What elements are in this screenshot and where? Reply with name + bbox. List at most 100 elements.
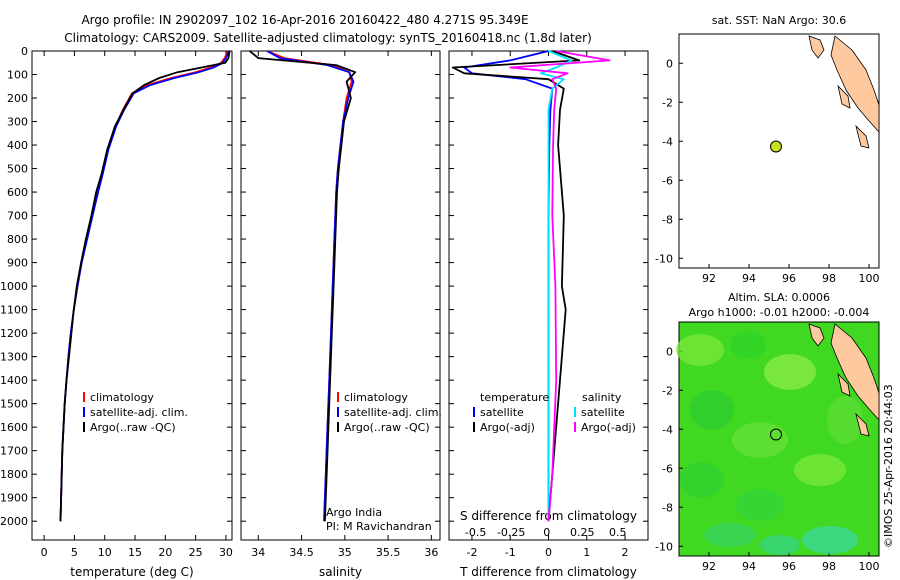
- sst-map-land: [830, 35, 880, 134]
- difference-stick-label: -0.5: [465, 526, 486, 539]
- sst-map-ytick-label: -10: [655, 252, 673, 265]
- difference-xtick-label: -2: [466, 546, 477, 559]
- sst-map-xtick-label: 94: [742, 272, 756, 285]
- sla-map-title-line2: Argo h1000: -0.01 h2000: -0.004: [689, 306, 870, 319]
- temperature-frame: [31, 50, 233, 541]
- temperature-xtick-label: 30: [219, 546, 233, 559]
- temperature-xtick-label: 20: [158, 546, 172, 559]
- temperature-ytick-label: 600: [7, 186, 28, 199]
- salinity-panel: 34 34.5 35 35.5 36 salinity climatology satelli…: [240, 50, 442, 579]
- sst-map-xtick-label: 96: [782, 272, 796, 285]
- float-pi-label: PI: M Ravichandran: [326, 520, 432, 533]
- sla-map-land: [837, 372, 851, 397]
- temperature-xlabel: temperature (deg C): [70, 565, 193, 579]
- difference-xtick-label: -1: [505, 546, 516, 559]
- temperature-ytick-label: 400: [7, 139, 28, 152]
- temperature-ytick-label: 500: [7, 163, 28, 176]
- salinity-xlabel: salinity: [319, 565, 362, 579]
- sla-map-anomaly-patch: [802, 526, 858, 554]
- sst-map-title: sat. SST: NaN Argo: 30.6: [712, 14, 846, 27]
- sst-map-xtick-label: 100: [859, 272, 880, 285]
- temperature-ytick-label: 1300: [0, 351, 28, 364]
- temperature-legend-label: satellite-adj. clim.: [90, 406, 188, 419]
- sla-map-anomaly-patch: [794, 454, 846, 486]
- sla-map-land: [830, 323, 880, 422]
- figure-title-line1: Argo profile: IN 2902097_102 16-Apr-2016…: [81, 13, 528, 27]
- sst-map-ytick-label: -4: [662, 135, 673, 148]
- sla-map-anomaly-patch: [732, 422, 788, 458]
- salinity-legend-label: satellite-adj. clim.: [344, 406, 442, 419]
- sla-map-ytick-label: -2: [662, 384, 673, 397]
- difference-stick-label: 0.5: [609, 526, 627, 539]
- temperature-ytick-label: 1900: [0, 492, 28, 505]
- sla-map-xtick-label: 94: [742, 560, 756, 573]
- temperature-ytick-label: 300: [7, 116, 28, 129]
- difference-legend-label: Argo(-adj): [581, 421, 636, 434]
- difference-xtick-label: 1: [583, 546, 590, 559]
- temperature-panel: 0 5 10 15 20 25 300100200300400500600700800900…: [0, 45, 233, 579]
- figure-title-line2: Climatology: CARS2009. Satellite-adjuste…: [64, 31, 592, 45]
- imos-credit: ©IMOS 25-Apr-2016 20:44:03: [882, 384, 895, 548]
- sst-map-ytick-label: -8: [662, 213, 673, 226]
- sla-map-xtick-label: 96: [782, 560, 796, 573]
- salinity-series-argo-raw-qc-: [249, 50, 357, 522]
- temperature-ytick-label: 800: [7, 233, 28, 246]
- sst-map-ytick-label: -2: [662, 96, 673, 109]
- temperature-series-argo-raw-qc-: [59, 50, 231, 522]
- temperature-ytick-label: 900: [7, 257, 28, 270]
- sst-map-land: [837, 84, 851, 109]
- temperature-ytick-label: 1400: [0, 374, 28, 387]
- sst-map-xtick-label: 98: [822, 272, 836, 285]
- salinity-xtick-label: 35.5: [376, 546, 401, 559]
- sla-map-anomaly-patch: [704, 523, 756, 547]
- difference-panel: -2 -1 0 1 2 -0.5 -0.25 0 0.25 0.5 T difference fro…: [448, 50, 649, 579]
- sla-map-ytick-label: -8: [662, 501, 673, 514]
- sla-map-anomaly-patch: [736, 489, 784, 521]
- difference-xlabel: T difference from climatology: [459, 565, 637, 579]
- temperature-legend-label: climatology: [90, 391, 154, 404]
- salinity-legend-label: climatology: [344, 391, 408, 404]
- sla-map-ytick-label: -10: [655, 540, 673, 553]
- difference-series-salinity-argo-adj-: [509, 50, 611, 522]
- sla-map-ytick-label: -4: [662, 423, 673, 436]
- salinity-xtick-label: 35: [338, 546, 352, 559]
- difference-legend-label: satellite: [581, 406, 625, 419]
- sst-map-land: [855, 124, 870, 149]
- sla-map-xtick-label: 92: [702, 560, 716, 573]
- difference-legend-label: Argo(-adj): [480, 421, 535, 434]
- sst-map-panel: sat. SST: NaN Argo: 30.6 92 94 96 98 100 0 -2 -4…: [655, 14, 880, 285]
- salinity-frame: [240, 50, 441, 541]
- temperature-ytick-label: 0: [21, 45, 28, 58]
- temperature-ytick-label: 1600: [0, 421, 28, 434]
- temperature-xtick-label: 15: [128, 546, 142, 559]
- temperature-ytick-label: 200: [7, 92, 28, 105]
- temperature-ytick-label: 700: [7, 210, 28, 223]
- temperature-ytick-label: 1500: [0, 398, 28, 411]
- temperature-ytick-label: 1700: [0, 445, 28, 458]
- temperature-ytick-label: 1200: [0, 327, 28, 340]
- temperature-legend-label: Argo(..raw -QC): [90, 421, 176, 434]
- salinity-legend-label: Argo(..raw -QC): [344, 421, 430, 434]
- difference-series-salinity-satellite: [539, 50, 573, 522]
- sla-map-ytick-label: 0: [666, 345, 673, 358]
- sla-map-anomaly-patch: [764, 354, 816, 390]
- difference-legend-title-salinity: salinity: [582, 391, 622, 404]
- difference-stick-label: 0: [543, 526, 550, 539]
- sla-map-land: [855, 412, 870, 437]
- sla-map-float-marker: [770, 428, 782, 441]
- difference-series-temperature-argo-adj-: [451, 50, 580, 522]
- temperature-ytick-label: 1100: [0, 304, 28, 317]
- difference-stick-label: -0.25: [497, 526, 525, 539]
- sla-map-land: [808, 323, 825, 347]
- temperature-ytick-label: 2000: [0, 515, 28, 528]
- salinity-xtick-label: 34.5: [289, 546, 314, 559]
- sla-map-anomaly-patch: [680, 462, 724, 498]
- difference-xtick-label: 0: [545, 546, 552, 559]
- salinity-xtick-label: 36: [424, 546, 438, 559]
- sla-map-anomaly-patch: [730, 331, 766, 359]
- difference-stick-label: 0.25: [570, 526, 595, 539]
- sla-map-panel: Altim. SLA: 0.0006 Argo h1000: -0.01 h200…: [655, 291, 880, 573]
- sst-map-ytick-label: 0: [666, 57, 673, 70]
- difference-xtick-label: 2: [622, 546, 629, 559]
